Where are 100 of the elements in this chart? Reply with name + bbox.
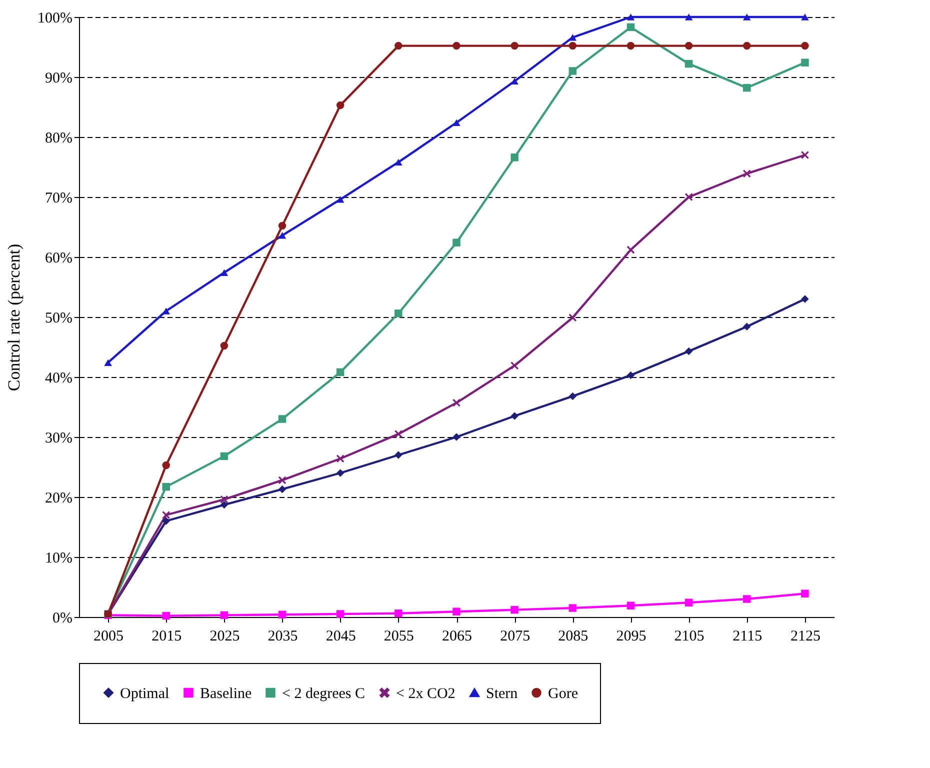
y-tick-label: 20%	[45, 490, 72, 506]
point	[452, 433, 460, 441]
point	[684, 598, 693, 606]
point	[162, 482, 170, 491]
point	[626, 23, 635, 32]
point	[743, 595, 751, 603]
point	[220, 342, 228, 350]
point	[568, 42, 577, 50]
point	[510, 154, 518, 162]
point	[394, 158, 402, 166]
point	[801, 151, 809, 159]
point	[684, 347, 693, 356]
point	[626, 602, 635, 610]
point	[452, 608, 460, 616]
y-axis-title: Control rate (percent)	[4, 244, 24, 392]
point	[220, 496, 228, 504]
x-tick-label: 2125	[790, 628, 820, 644]
point	[336, 196, 344, 203]
point	[801, 295, 809, 303]
point	[278, 610, 286, 618]
point	[278, 222, 286, 230]
y-tick-label: 90%	[45, 70, 72, 86]
point	[336, 368, 344, 376]
x-tick-label: 2035	[268, 628, 298, 644]
point	[452, 42, 460, 50]
x-tick-label: 2105	[674, 628, 704, 644]
legend-label: Stern	[486, 686, 518, 702]
point	[220, 452, 228, 460]
point	[743, 322, 751, 330]
point	[394, 610, 402, 618]
y-tick-label: 80%	[45, 130, 72, 146]
point	[684, 42, 693, 50]
point	[801, 42, 809, 50]
point	[452, 119, 460, 126]
y-tick-label: 40%	[45, 370, 72, 386]
point	[336, 454, 344, 462]
point	[162, 511, 170, 519]
x-tick-label: 2025	[210, 628, 240, 644]
y-tick-label: 30%	[45, 430, 72, 446]
x-tick-label: 2065	[442, 628, 472, 644]
x-tick-label: 2015	[152, 628, 182, 644]
point	[801, 590, 809, 598]
point	[336, 469, 344, 477]
point	[162, 461, 170, 470]
x-tick-label: 2055	[384, 628, 414, 644]
point	[162, 517, 170, 525]
x-tick-label: 2045	[326, 628, 356, 644]
point	[626, 246, 635, 254]
point	[336, 610, 344, 618]
point	[626, 371, 635, 380]
legend-label: < 2x CO2	[396, 686, 456, 702]
y-tick-label: 10%	[45, 550, 72, 566]
point	[568, 34, 577, 41]
legend-label: Gore	[548, 686, 578, 702]
y-tick-label: 50%	[45, 310, 72, 326]
point	[626, 14, 635, 20]
point	[568, 67, 577, 75]
x-tick-label: 2085	[558, 628, 588, 644]
point	[626, 42, 635, 50]
point	[104, 359, 112, 366]
point	[743, 170, 751, 178]
x-tick-label: 2115	[732, 628, 762, 644]
point	[801, 58, 809, 66]
point	[220, 611, 228, 620]
point	[394, 430, 402, 438]
point	[743, 84, 751, 92]
point	[801, 14, 809, 20]
point	[510, 606, 518, 614]
point	[394, 42, 402, 50]
y-tick-label: 100%	[38, 10, 72, 26]
legend-label: Baseline	[200, 686, 252, 702]
point	[220, 269, 228, 276]
x-tick-label: 2075	[500, 628, 530, 644]
point	[568, 314, 577, 322]
point	[510, 362, 518, 370]
legend-label: < 2 degrees C	[282, 686, 366, 702]
point	[510, 42, 518, 50]
point	[278, 485, 286, 494]
point	[684, 60, 693, 68]
point	[743, 14, 751, 20]
y-tick-label: 0%	[52, 610, 72, 626]
point	[394, 451, 402, 459]
legend-label: Optimal	[120, 686, 170, 702]
point	[278, 476, 286, 484]
point	[394, 310, 402, 318]
point	[568, 392, 577, 400]
x-tick-label: 2095	[616, 628, 646, 644]
point	[278, 232, 286, 239]
point	[336, 101, 344, 110]
y-tick-label: 60%	[45, 250, 72, 266]
point	[162, 612, 170, 620]
point	[684, 14, 693, 20]
point	[220, 500, 228, 509]
x-tick-label: 2005	[94, 628, 124, 644]
point	[278, 415, 286, 423]
point	[568, 604, 577, 612]
point	[510, 412, 518, 420]
y-tick-label: 70%	[45, 190, 72, 206]
point	[743, 42, 751, 50]
point	[452, 238, 460, 246]
